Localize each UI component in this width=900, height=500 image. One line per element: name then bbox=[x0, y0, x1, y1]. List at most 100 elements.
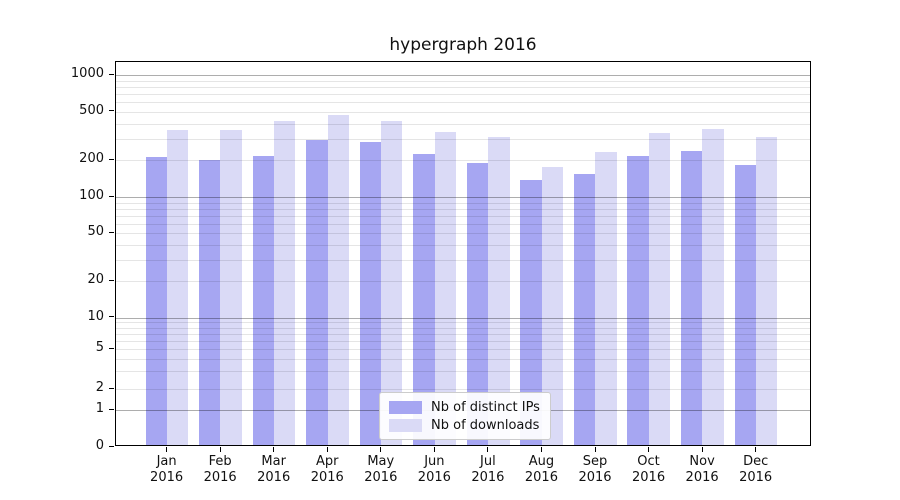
y-gridline-major bbox=[116, 317, 810, 319]
x-tick-label: Jun 2016 bbox=[417, 454, 451, 485]
y-tick bbox=[109, 408, 114, 410]
legend-label-downloads: Nb of downloads bbox=[431, 417, 540, 433]
bar-distinct-ips-jul bbox=[466, 162, 489, 445]
y-tick bbox=[109, 73, 114, 75]
y-tick-label: 5 bbox=[95, 340, 104, 355]
bar-distinct-ips-oct bbox=[627, 155, 649, 445]
y-gridline-minor bbox=[116, 389, 810, 390]
y-gridline-minor bbox=[116, 80, 810, 82]
y-gridline-minor bbox=[116, 102, 810, 104]
x-tick bbox=[219, 447, 221, 452]
x-tick-label: Jul 2016 bbox=[471, 454, 505, 485]
y-gridline-minor bbox=[116, 281, 810, 283]
y-tick bbox=[109, 316, 114, 317]
x-tick-label: Aug 2016 bbox=[524, 454, 558, 485]
x-tick bbox=[433, 447, 435, 452]
x-tick bbox=[755, 447, 757, 452]
x-tick-label: Feb 2016 bbox=[203, 454, 237, 485]
x-tick-label: Apr 2016 bbox=[310, 454, 344, 485]
y-tick-label: 2 bbox=[95, 380, 104, 395]
y-tick bbox=[109, 279, 114, 281]
x-tick bbox=[326, 447, 328, 452]
y-tick-label: 1 bbox=[95, 401, 104, 416]
y-tick-label: 1000 bbox=[70, 66, 104, 81]
y-tick bbox=[109, 110, 114, 112]
bar-distinct-ips-feb bbox=[199, 159, 221, 445]
y-gridline-major bbox=[116, 75, 810, 76]
x-tick-label: Mar 2016 bbox=[257, 454, 291, 485]
x-tick bbox=[380, 447, 382, 452]
y-gridline-minor bbox=[116, 123, 810, 125]
y-tick-label: 10 bbox=[87, 308, 104, 324]
bar-distinct-ips-sep bbox=[573, 173, 596, 445]
y-gridline-minor bbox=[116, 260, 810, 261]
y-tick bbox=[109, 387, 114, 389]
x-tick bbox=[701, 447, 703, 452]
y-tick bbox=[109, 158, 114, 160]
x-tick bbox=[540, 447, 542, 452]
x-tick-label: May 2016 bbox=[364, 454, 398, 485]
bar-downloads-dec bbox=[755, 136, 778, 445]
bar-distinct-ips-may bbox=[359, 142, 382, 445]
bar-distinct-ips-aug bbox=[520, 179, 542, 445]
legend-item-downloads: Nb of downloads bbox=[389, 416, 540, 434]
y-gridline-minor bbox=[116, 93, 810, 95]
bars-layer bbox=[116, 62, 810, 445]
y-gridline-minor bbox=[116, 86, 810, 88]
bar-distinct-ips-apr bbox=[306, 139, 328, 445]
x-tick-label: Jan 2016 bbox=[150, 454, 184, 485]
y-tick-label: 0 bbox=[95, 438, 104, 453]
y-tick-label: 50 bbox=[87, 224, 104, 240]
bar-downloads-sep bbox=[595, 152, 617, 445]
y-tick bbox=[109, 231, 114, 233]
y-tick-label: 200 bbox=[79, 151, 104, 167]
bar-downloads-jul bbox=[488, 136, 510, 445]
legend-swatch-distinct-ips-icon bbox=[389, 400, 422, 414]
bar-distinct-ips-jan bbox=[145, 156, 167, 445]
y-gridline-minor bbox=[116, 327, 810, 329]
y-gridline-minor bbox=[116, 333, 810, 335]
bar-distinct-ips-nov bbox=[681, 150, 703, 445]
legend: Nb of distinct IPs Nb of downloads bbox=[379, 392, 551, 440]
y-gridline-minor bbox=[116, 233, 810, 235]
y-gridline-minor bbox=[116, 208, 810, 210]
y-gridline-minor bbox=[116, 340, 810, 342]
y-gridline-minor bbox=[116, 111, 810, 113]
bar-downloads-apr bbox=[327, 115, 349, 445]
legend-swatch-downloads-icon bbox=[389, 418, 422, 432]
bar-downloads-feb bbox=[220, 130, 242, 445]
x-tick bbox=[648, 447, 650, 452]
y-gridline-major bbox=[116, 197, 810, 198]
y-gridline-minor bbox=[116, 215, 810, 217]
bar-downloads-may bbox=[381, 120, 403, 445]
y-tick bbox=[109, 347, 114, 349]
y-gridline-minor bbox=[116, 138, 810, 140]
x-tick-label: Oct 2016 bbox=[632, 454, 666, 485]
bar-distinct-ips-mar bbox=[252, 155, 274, 445]
bar-downloads-mar bbox=[274, 120, 296, 445]
legend-label-distinct-ips: Nb of distinct IPs bbox=[431, 399, 540, 415]
chart-title: hypergraph 2016 bbox=[389, 35, 537, 55]
bar-downloads-jun bbox=[434, 131, 457, 445]
bar-distinct-ips-jun bbox=[413, 154, 435, 445]
y-gridline-minor bbox=[116, 349, 810, 350]
bar-downloads-nov bbox=[702, 128, 724, 445]
x-tick bbox=[487, 447, 489, 452]
bar-downloads-oct bbox=[648, 133, 671, 445]
y-gridline-minor bbox=[116, 202, 810, 204]
x-tick-label: Sep 2016 bbox=[578, 454, 612, 485]
y-gridline-minor bbox=[116, 223, 810, 225]
x-tick bbox=[594, 447, 596, 452]
legend-item-distinct-ips: Nb of distinct IPs bbox=[389, 398, 540, 416]
y-gridline-minor bbox=[116, 371, 810, 373]
y-tick-label: 100 bbox=[79, 188, 104, 203]
x-tick-label: Dec 2016 bbox=[739, 454, 773, 485]
y-gridline-minor bbox=[116, 244, 810, 246]
y-tick-label: 20 bbox=[87, 272, 104, 288]
y-gridline-minor bbox=[116, 358, 810, 360]
x-tick bbox=[273, 447, 275, 452]
x-tick-label: Nov 2016 bbox=[685, 454, 719, 485]
y-tick-label: 500 bbox=[79, 102, 104, 118]
y-tick bbox=[109, 445, 114, 447]
